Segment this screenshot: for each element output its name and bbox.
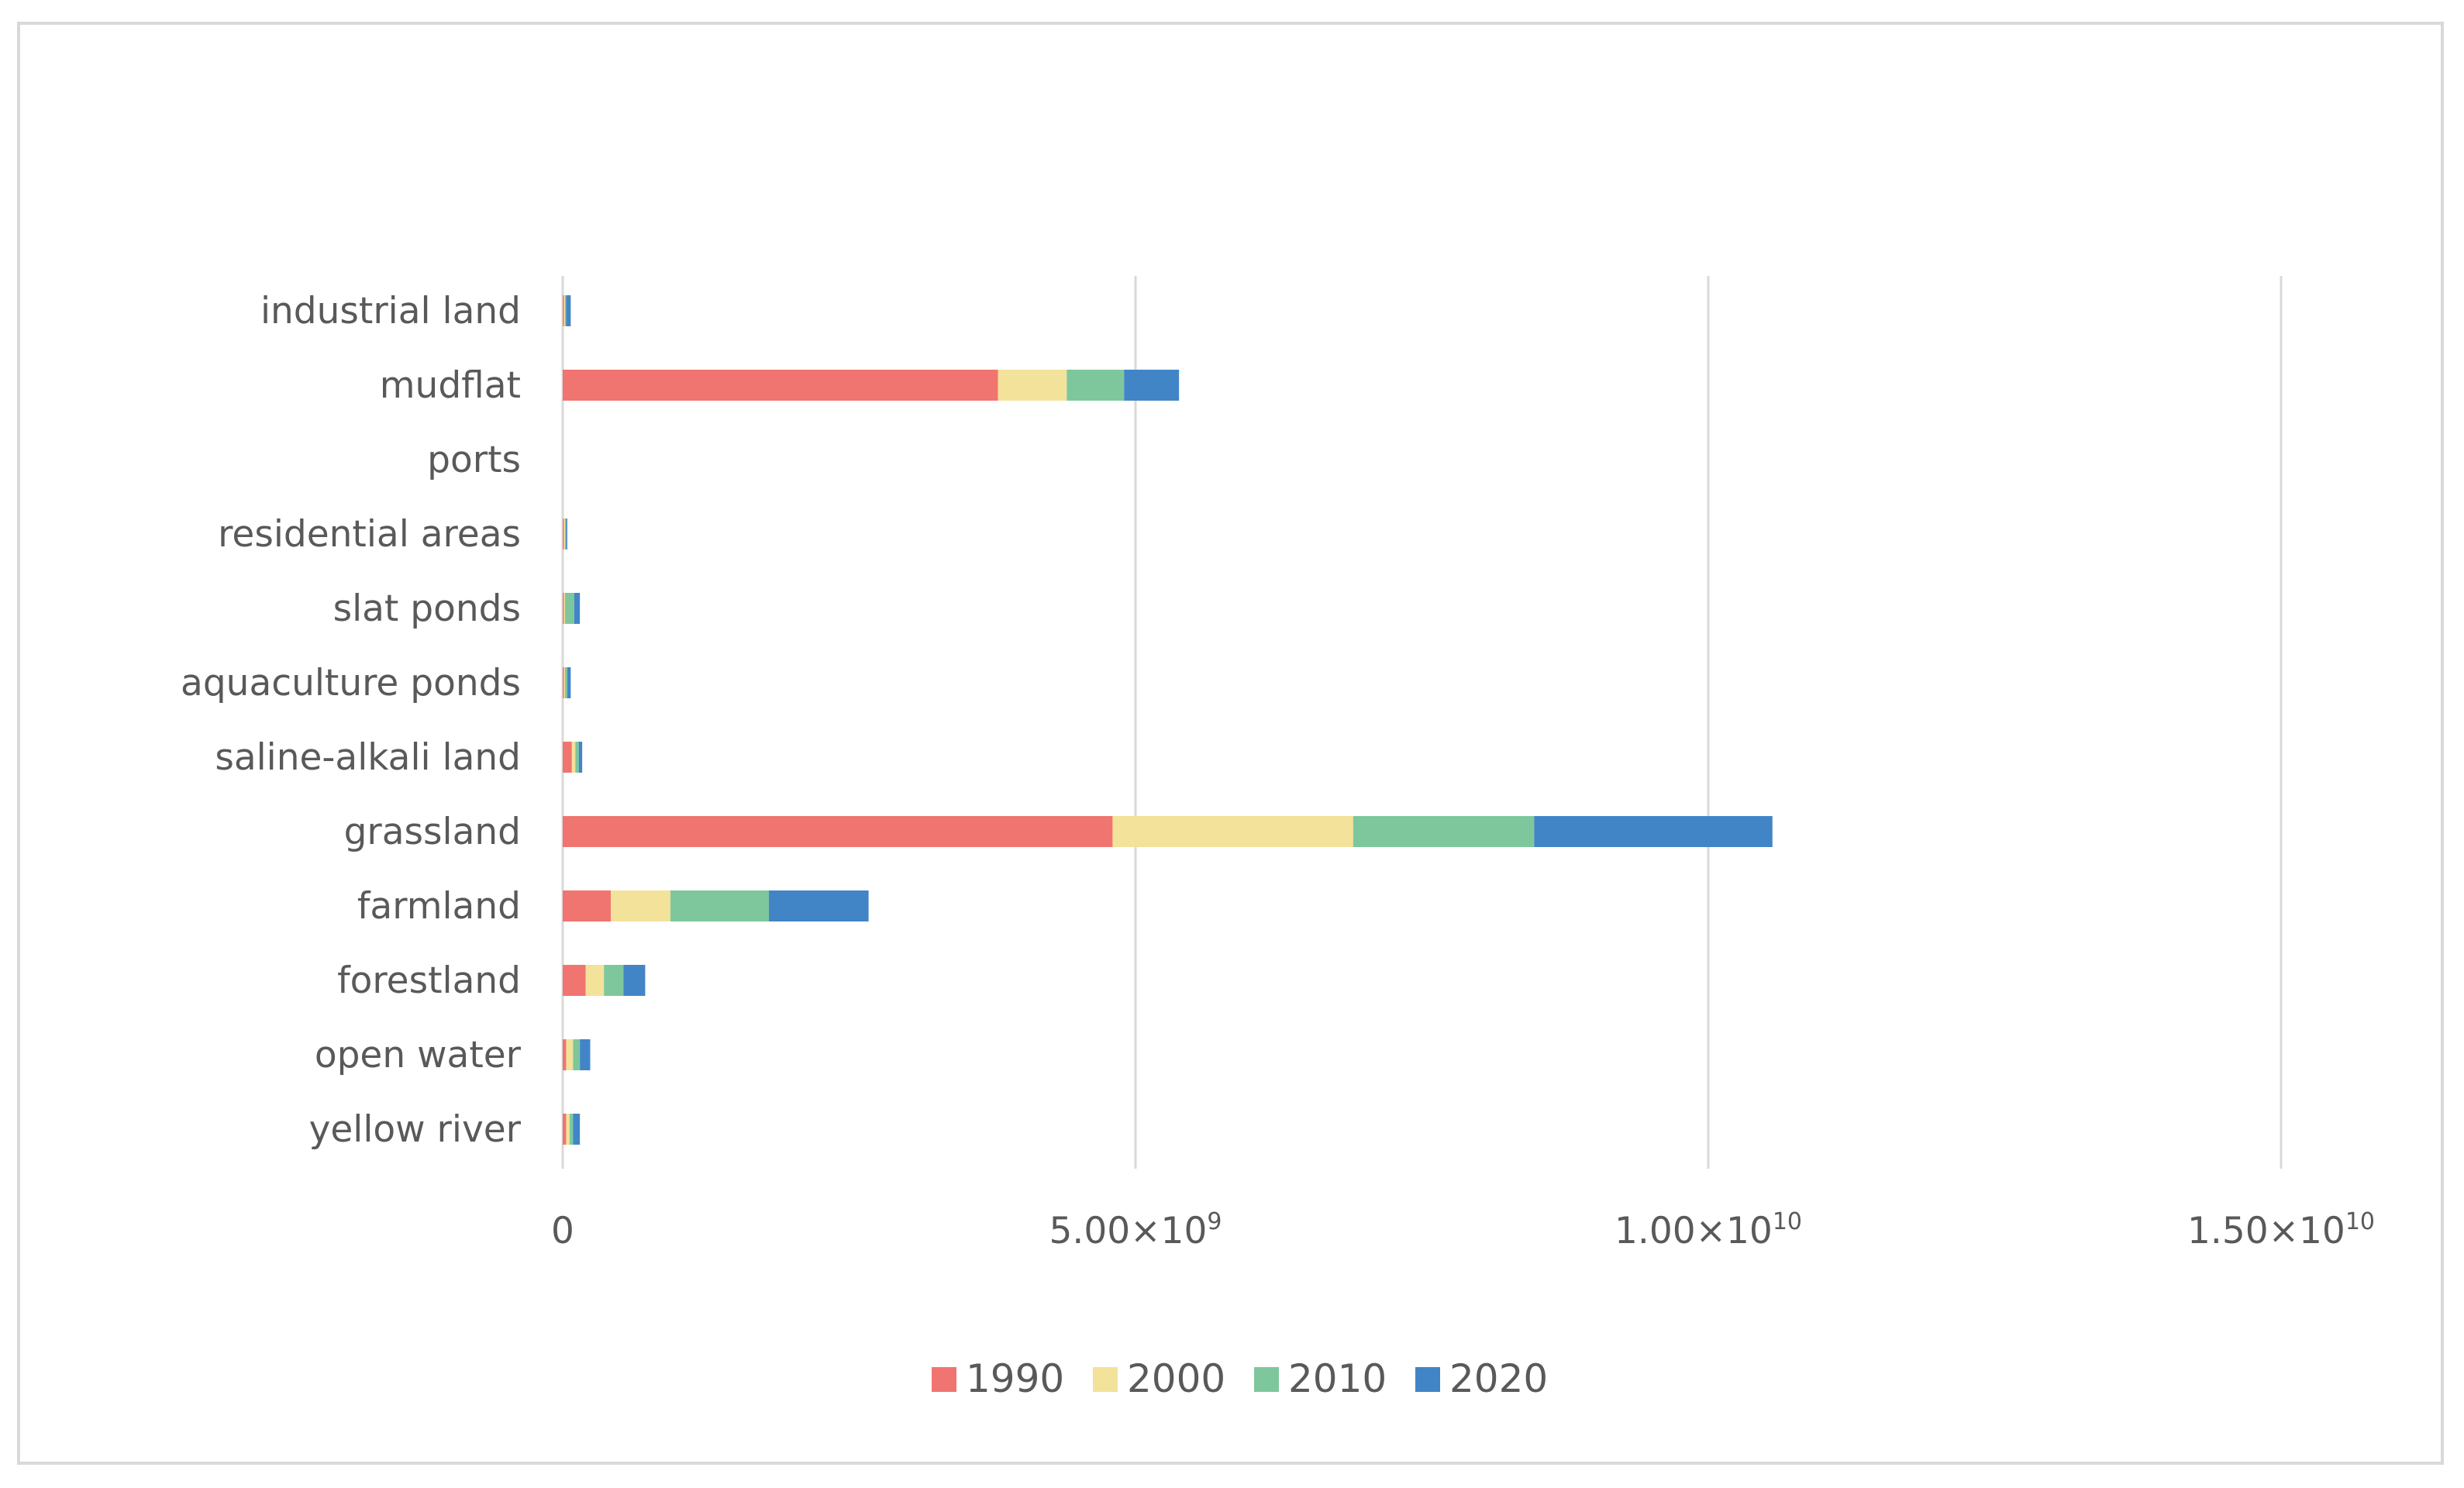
bar-grassland-2010 — [1353, 816, 1535, 847]
bar-yellow-river-1990 — [563, 1114, 567, 1145]
bar-mudflat-2020 — [1124, 370, 1180, 401]
x-tick-label-1: 5.00×109 — [1049, 1208, 1222, 1252]
category-label-grassland: grassland — [344, 811, 521, 853]
legend-swatch-1990 — [932, 1367, 956, 1392]
bar-industrial-land-2010 — [564, 295, 567, 326]
bar-forestland-2000 — [585, 965, 605, 996]
bar-farmland-2010 — [670, 890, 770, 921]
bar-yellow-river-2010 — [569, 1114, 574, 1145]
legend-label-2020: 2020 — [1449, 1356, 1548, 1401]
bar-slat-ponds-2000 — [563, 593, 565, 624]
bar-residential-areas-2020 — [566, 518, 567, 549]
bar-farmland-2020 — [769, 890, 869, 921]
bars — [563, 295, 1773, 1145]
bar-yellow-river-2020 — [573, 1114, 581, 1145]
bar-grassland-2000 — [1112, 816, 1353, 847]
bar-grassland-1990 — [563, 816, 1113, 847]
category-label-yellow-river: yellow river — [309, 1108, 522, 1151]
legend-swatch-2010 — [1254, 1367, 1279, 1392]
bar-aquaculture-ponds-2020 — [567, 667, 571, 698]
bar-saline-alkali-land-2010 — [575, 742, 579, 773]
bar-slat-ponds-2020 — [574, 593, 581, 624]
bar-farmland-1990 — [563, 890, 612, 921]
legend: 1990 2000 2010 2020 — [932, 1356, 1548, 1401]
legend-label-1990: 1990 — [966, 1356, 1064, 1401]
bar-slat-ponds-2010 — [564, 593, 574, 624]
bar-grassland-2020 — [1534, 816, 1773, 847]
category-label-mudflat: mudflat — [380, 364, 521, 407]
x-tick-labels: 0 5.00×109 1.00×1010 1.50×1010 — [551, 1208, 2375, 1252]
bar-open-water-2020 — [580, 1039, 591, 1070]
bar-open-water-2010 — [573, 1039, 581, 1070]
category-label-forestland: forestland — [337, 959, 521, 1002]
bar-farmland-2000 — [611, 890, 670, 921]
grid-lines — [561, 276, 2283, 1169]
category-label-farmland: farmland — [357, 885, 521, 928]
bar-yellow-river-2000 — [566, 1114, 570, 1145]
bar-mudflat-2000 — [998, 370, 1067, 401]
category-label-ports: ports — [427, 439, 521, 481]
x-tick-label-2: 1.00×1010 — [1615, 1208, 1802, 1252]
legend-swatch-2020 — [1415, 1367, 1440, 1392]
bar-forestland-1990 — [563, 965, 586, 996]
bar-forestland-2010 — [604, 965, 624, 996]
bar-mudflat-1990 — [563, 370, 998, 401]
bar-forestland-2020 — [623, 965, 646, 996]
category-label-residential-areas: residential areas — [218, 513, 521, 556]
category-label-open-water: open water — [315, 1034, 522, 1076]
legend-label-2000: 2000 — [1127, 1356, 1225, 1401]
bar-saline-alkali-land-2020 — [578, 742, 583, 773]
category-label-industrial-land: industrial land — [260, 290, 521, 332]
bar-mudflat-2010 — [1067, 370, 1125, 401]
category-labels: yellow river open water forestland farmland… — [181, 290, 522, 1151]
x-tick-label-3: 1.50×1010 — [2187, 1208, 2375, 1252]
bar-residential-areas-2010 — [564, 518, 567, 549]
category-label-aquaculture-ponds: aquaculture ponds — [181, 662, 521, 704]
category-label-slat-ponds: slat ponds — [333, 587, 521, 630]
bar-industrial-land-2020 — [566, 295, 571, 326]
category-label-saline-alkali-land: saline-alkali land — [215, 736, 521, 779]
bar-saline-alkali-land-1990 — [563, 742, 572, 773]
bar-aquaculture-ponds-2000 — [563, 667, 565, 698]
bar-open-water-1990 — [563, 1039, 567, 1070]
bar-aquaculture-ponds-2010 — [564, 667, 567, 698]
legend-label-2010: 2010 — [1288, 1356, 1387, 1401]
bar-saline-alkali-land-2000 — [571, 742, 576, 773]
bar-open-water-2000 — [566, 1039, 574, 1070]
x-tick-label-0: 0 — [551, 1210, 574, 1252]
chart-frame — [17, 22, 2444, 1465]
bar-industrial-land-2000 — [563, 295, 565, 326]
legend-swatch-2000 — [1093, 1367, 1118, 1392]
bar-residential-areas-2000 — [563, 518, 565, 549]
